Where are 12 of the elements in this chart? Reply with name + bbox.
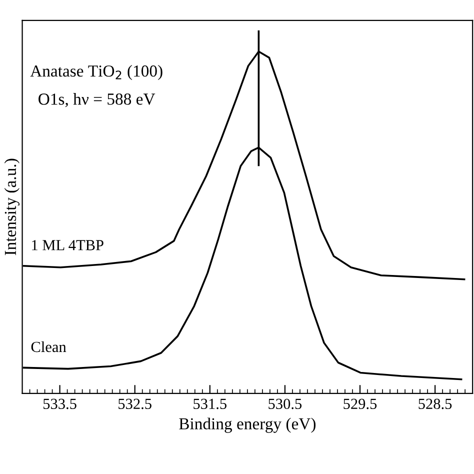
series-label: 1 ML 4TBP	[32, 240, 104, 250]
x-tick-label: 532.5	[118, 398, 152, 410]
annotation: Anatase TiO$_{2}$ (100)	[30, 64, 162, 80]
x-tick-label: 530.5	[268, 398, 302, 410]
x-tick-label: 533.5	[44, 398, 76, 410]
x-tick-label: 529.5	[344, 398, 377, 410]
x-tick-label: 528.5	[418, 398, 452, 410]
series-label: Clean	[31, 341, 66, 352]
y-axis-title: Intensity (a.u.)	[4, 158, 20, 256]
x-tick-label: 531.5	[194, 398, 226, 410]
x-axis-title: Binding energy (eV)	[179, 418, 316, 433]
annotation: O1s, hν = 588 eV	[38, 93, 156, 108]
